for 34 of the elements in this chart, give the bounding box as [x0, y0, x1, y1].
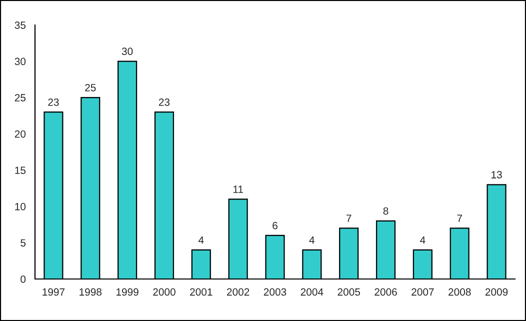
- x-tick-label: 1997: [42, 288, 65, 296]
- x-tick-label: 1999: [116, 288, 138, 296]
- x-tick-label: 2005: [338, 288, 360, 296]
- data-label: 25: [85, 84, 96, 92]
- data-label: 7: [457, 214, 462, 222]
- x-tick-label: 2002: [227, 288, 250, 296]
- y-tick-label: 0: [20, 276, 26, 283]
- x-tick-label: 2009: [485, 288, 508, 296]
- data-label: 4: [198, 236, 204, 244]
- x-tick-label: 2003: [264, 288, 286, 296]
- x-tick-label: 2001: [190, 288, 212, 296]
- data-label: 23: [158, 98, 170, 106]
- x-tick-label: 2000: [153, 288, 176, 296]
- data-label: 4: [420, 236, 426, 244]
- data-label: 23: [48, 98, 59, 106]
- x-tick-label: 2006: [374, 288, 397, 296]
- data-label: 13: [492, 171, 502, 178]
- x-tick-label: 1998: [80, 288, 102, 296]
- y-tick-label: 10: [15, 202, 26, 210]
- data-label: 6: [272, 222, 278, 230]
- x-tick-label: 2004: [300, 288, 324, 296]
- data-label: 8: [383, 207, 388, 215]
- y-tick-label: 25: [14, 94, 26, 102]
- data-label: 30: [122, 48, 133, 56]
- x-tick-label: 2008: [448, 288, 471, 296]
- data-label: 7: [346, 214, 352, 222]
- data-label: 11: [233, 186, 243, 193]
- y-tick-label: 5: [20, 239, 26, 247]
- y-tick-label: 30: [14, 58, 26, 66]
- y-tick-label: 20: [14, 130, 26, 138]
- data-label: 4: [309, 236, 315, 244]
- x-tick-label: 2007: [412, 288, 434, 296]
- y-tick-label: 15: [15, 166, 26, 174]
- y-tick-label: 35: [14, 22, 26, 29]
